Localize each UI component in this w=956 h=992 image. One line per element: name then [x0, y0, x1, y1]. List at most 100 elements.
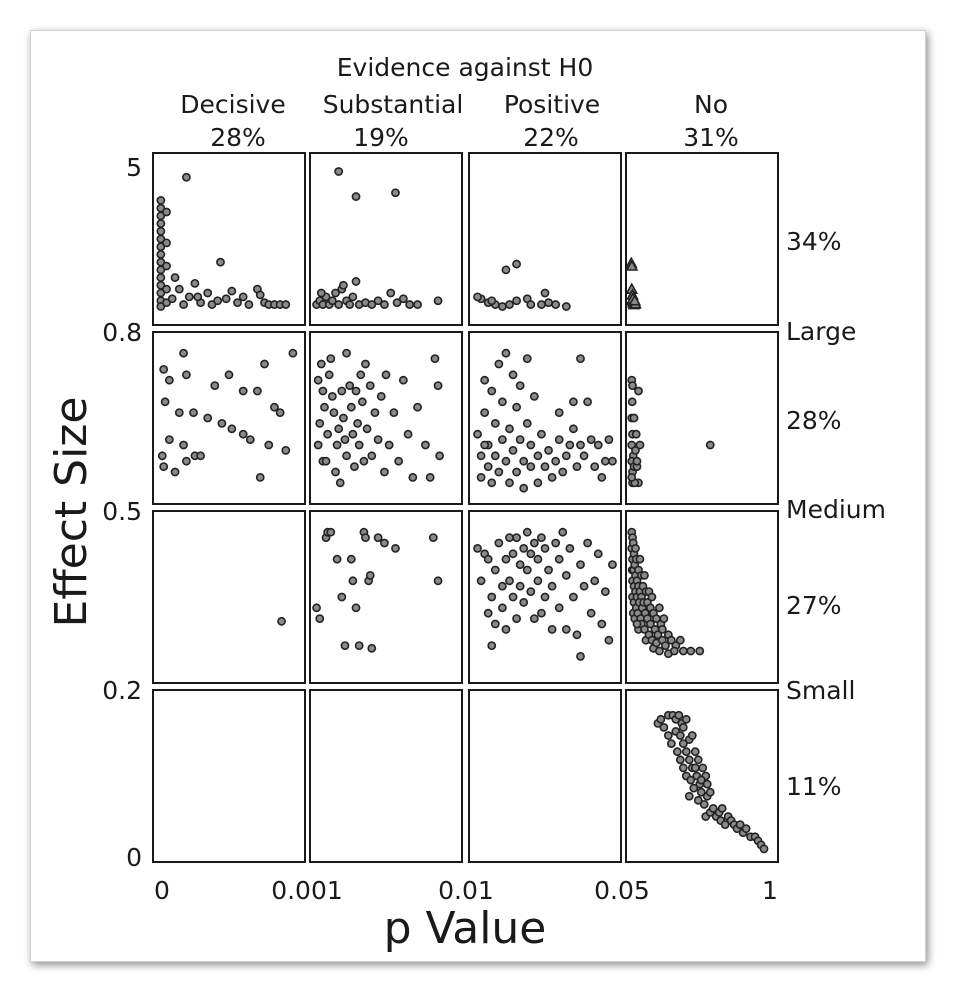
column-label-positive: Positive	[504, 90, 600, 119]
data-point	[487, 592, 497, 602]
data-point	[505, 478, 514, 488]
panel-frame	[468, 152, 622, 326]
data-point	[361, 359, 370, 369]
data-point	[497, 435, 507, 444]
data-point	[696, 787, 706, 797]
data-point	[632, 456, 642, 466]
data-point	[359, 456, 369, 466]
data-point	[708, 804, 718, 813]
data-point	[405, 300, 415, 309]
data-point	[327, 391, 337, 401]
panel-frame	[309, 510, 463, 684]
data-point	[497, 397, 507, 407]
row-label: 34%	[786, 227, 842, 256]
data-point	[705, 440, 715, 450]
data-point	[156, 273, 166, 282]
panel-frame	[625, 152, 779, 326]
data-point	[174, 408, 184, 417]
data-point	[631, 429, 641, 439]
data-point	[608, 456, 617, 466]
data-point	[634, 386, 643, 396]
data-point	[288, 348, 298, 358]
panel-frame	[625, 331, 779, 505]
data-point	[544, 298, 553, 308]
data-point	[391, 544, 400, 553]
data-point	[337, 592, 347, 602]
data-point	[164, 435, 174, 444]
data-point	[156, 250, 166, 259]
data-point	[689, 783, 699, 793]
data-point	[572, 630, 582, 640]
data-point	[357, 397, 367, 407]
data-point	[354, 641, 364, 650]
data-point	[522, 354, 532, 363]
data-point	[686, 775, 696, 785]
data-point	[655, 603, 664, 613]
data-point	[608, 560, 617, 569]
data-point	[505, 300, 514, 309]
data-point	[628, 381, 637, 390]
data-point	[635, 440, 645, 450]
data-point	[313, 375, 323, 385]
data-point	[189, 408, 198, 417]
data-point	[544, 445, 553, 455]
data-point	[537, 533, 546, 542]
data-point	[316, 288, 326, 298]
data-point	[203, 288, 213, 298]
data-point	[554, 603, 564, 613]
data-point	[403, 429, 413, 439]
data-point	[533, 576, 543, 586]
data-point	[640, 571, 649, 580]
data-points	[156, 167, 769, 854]
data-point	[583, 538, 592, 548]
data-point	[741, 824, 751, 834]
data-point	[597, 472, 607, 482]
x-tick-label: 1	[762, 876, 778, 905]
data-point	[476, 576, 486, 586]
data-point	[631, 445, 640, 455]
data-point	[508, 592, 518, 602]
data-point	[687, 731, 697, 740]
data-point	[675, 731, 685, 740]
data-point	[640, 625, 649, 634]
y-axis-label: Effect Size	[46, 397, 97, 628]
data-point	[501, 554, 511, 564]
data-point	[321, 456, 331, 466]
data-point	[604, 435, 614, 444]
data-point	[483, 462, 493, 471]
data-point	[551, 300, 561, 309]
data-point	[354, 440, 364, 450]
data-point	[386, 288, 396, 298]
data-point	[690, 763, 700, 773]
data-point	[501, 456, 511, 466]
data-point	[346, 554, 356, 564]
data-point	[600, 456, 610, 466]
data-point	[342, 348, 351, 358]
data-point	[554, 435, 564, 444]
data-point	[690, 747, 700, 757]
data-point	[635, 554, 645, 564]
data-point	[244, 300, 254, 309]
data-point	[497, 581, 507, 591]
data-point	[544, 565, 553, 575]
data-point	[547, 472, 557, 482]
data-point	[193, 292, 203, 302]
data-point	[351, 386, 361, 396]
data-point	[501, 348, 511, 358]
data-point	[508, 370, 518, 380]
data-point	[392, 298, 402, 308]
data-point	[540, 592, 550, 602]
data-point	[170, 273, 180, 282]
data-point	[565, 544, 575, 553]
data-point	[476, 451, 486, 461]
data-point	[210, 381, 220, 390]
data-point	[367, 300, 377, 309]
panel-frame	[152, 510, 306, 684]
data-point	[512, 259, 521, 269]
data-point	[277, 616, 286, 626]
data-point	[494, 538, 504, 548]
data-point	[554, 408, 564, 417]
data-point	[162, 284, 171, 294]
column-percent-decisive: 28%	[210, 123, 266, 152]
